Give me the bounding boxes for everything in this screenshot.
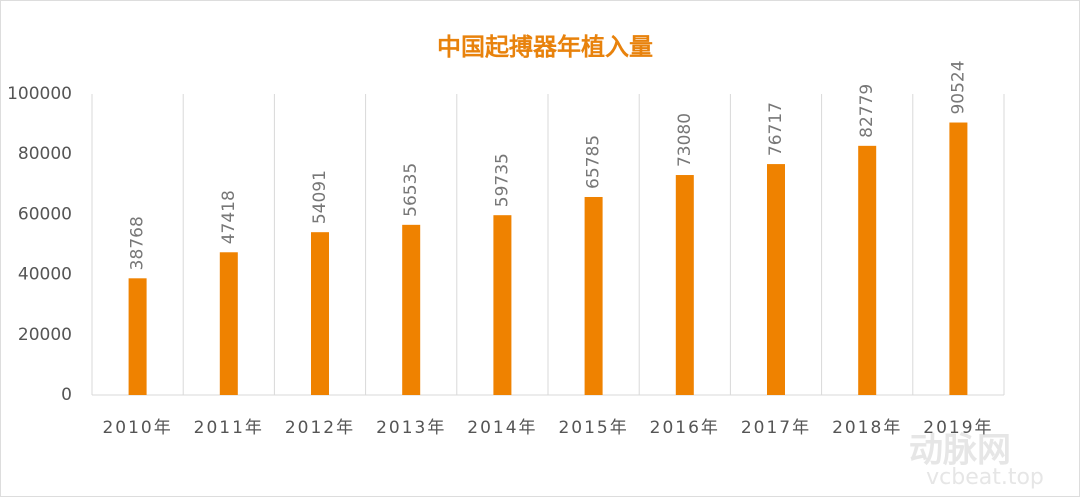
value-label: 82779 (857, 84, 877, 138)
y-tick-label: 60000 (18, 204, 72, 224)
watermark-site: vcbeat.top (926, 465, 1044, 490)
x-tick-label: 2015年 (558, 418, 628, 438)
x-tick-label: 2017年 (741, 418, 811, 438)
value-label: 54091 (310, 170, 330, 224)
bar (493, 215, 512, 395)
y-tick-label: 20000 (18, 325, 72, 345)
value-label: 59735 (492, 153, 512, 207)
x-tick-label: 2012年 (285, 418, 355, 438)
bar (128, 278, 147, 395)
x-tick-label: 2018年 (832, 418, 902, 438)
value-label: 90524 (948, 60, 968, 114)
x-tick-label: 2019年 (923, 418, 993, 438)
value-label: 76717 (766, 102, 786, 156)
y-tick-label: 0 (61, 385, 72, 405)
bar (584, 196, 603, 395)
bar (219, 252, 238, 395)
x-tick-label: 2011年 (194, 418, 264, 438)
value-label: 65785 (584, 135, 604, 189)
chart-title: 中国起搏器年植入量 (437, 33, 653, 61)
x-tick-label: 2016年 (650, 418, 720, 438)
value-label: 47418 (219, 190, 239, 244)
x-tick-label: 2014年 (467, 418, 537, 438)
bar (858, 145, 877, 395)
y-tick-label: 80000 (18, 144, 72, 164)
bar (311, 232, 329, 395)
value-label: 38768 (128, 216, 148, 270)
value-label: 56535 (401, 163, 421, 217)
bar (675, 175, 694, 395)
bar (767, 164, 785, 395)
watermark-brand: 动脉网 (909, 431, 1011, 471)
y-tick-label: 100000 (7, 84, 72, 104)
x-tick-label: 2013年 (376, 418, 446, 438)
bar (402, 224, 421, 395)
y-tick-label: 40000 (18, 265, 72, 285)
value-label: 73080 (675, 113, 695, 167)
x-tick-label: 2010年 (102, 418, 172, 438)
bar (949, 122, 968, 395)
